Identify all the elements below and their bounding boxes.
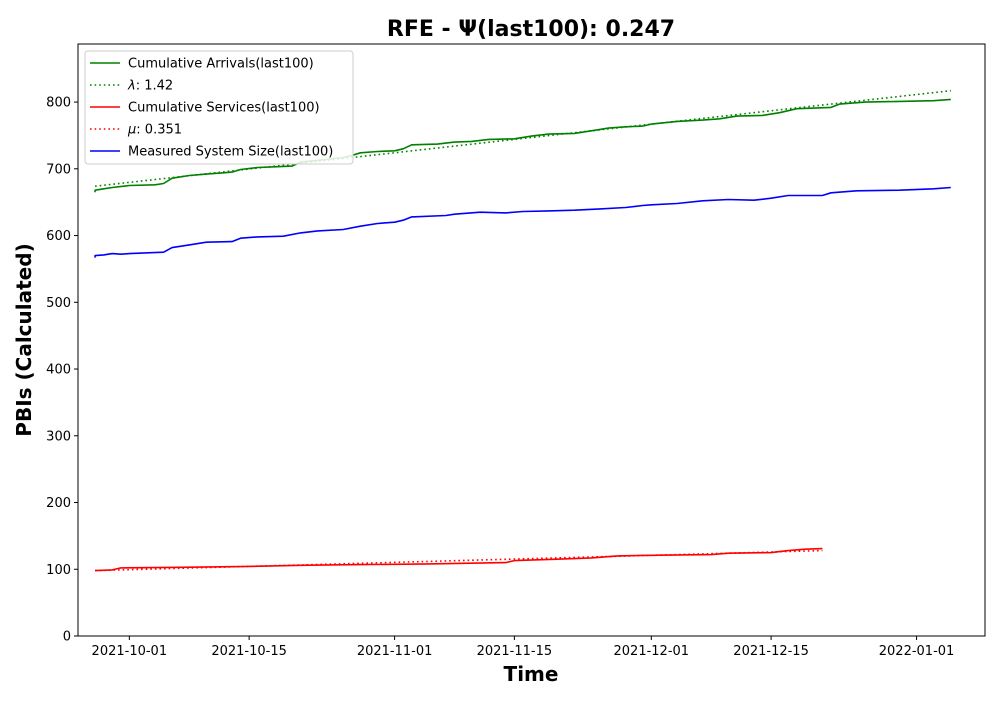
legend-box <box>84 50 354 165</box>
axes: 0 100 200 300 400 500 600 700 800 2021-10-01 2021-… <box>46 96 954 659</box>
series-line-0 <box>94 98 951 193</box>
series-line-2 <box>95 547 823 572</box>
series-line-4 <box>94 186 951 258</box>
x-tick-label-5: 2021-12-15 <box>733 644 809 659</box>
legend: Cumulative Arrivals(last100) λ: 1.42 Cumul… <box>84 50 354 165</box>
x-tick-label-0: 2021-10-01 <box>92 644 168 659</box>
legend-label-1: λ: 1.42 <box>127 79 173 94</box>
legend-label-4: Measured System Size(last100) <box>128 145 333 160</box>
x-tick-label-2: 2021-11-01 <box>357 644 433 659</box>
y-tick-label-7: 700 <box>46 162 71 177</box>
legend-label-2: Cumulative Services(last100) <box>128 101 320 116</box>
plot-area <box>94 89 951 572</box>
x-tick-label-3: 2021-11-15 <box>477 644 553 659</box>
y-axis-label: PBIs (Calculated) <box>12 243 36 436</box>
x-axis-label: Time <box>504 662 559 686</box>
y-tick-label-2: 200 <box>46 496 71 511</box>
y-tick-label-0: 0 <box>63 630 71 645</box>
series-line-1 <box>95 89 951 187</box>
x-tick-label-4: 2021-12-01 <box>614 644 690 659</box>
y-tick-label-3: 300 <box>46 429 71 444</box>
y-tick-label-8: 800 <box>46 96 71 111</box>
series-line-3 <box>95 549 823 572</box>
y-tick-label-6: 600 <box>46 229 71 244</box>
legend-label-3: μ: 0.351 <box>127 123 182 138</box>
y-tick-label-4: 400 <box>46 363 71 378</box>
y-tick-label-5: 500 <box>46 296 71 311</box>
x-tick-label-1: 2021-10-15 <box>211 644 287 659</box>
chart-title: RFE - Ψ(last100): 0.247 <box>387 17 675 42</box>
legend-label-0: Cumulative Arrivals(last100) <box>128 57 314 72</box>
plot-frame <box>77 43 986 637</box>
y-tick-label-1: 100 <box>46 563 71 578</box>
x-tick-label-6: 2022-01-01 <box>879 644 955 659</box>
